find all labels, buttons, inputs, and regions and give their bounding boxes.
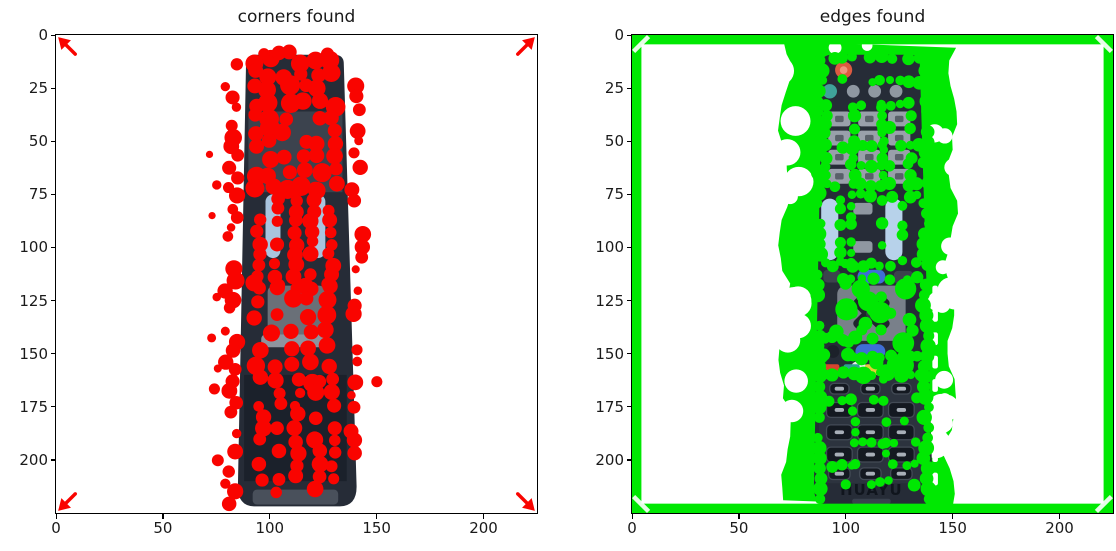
- axes-edges-found: HUAYU: [631, 34, 1114, 514]
- edge-fragments-overlay: [810, 49, 937, 505]
- x-tick-mark: [269, 514, 271, 519]
- y-tick-mark: [627, 87, 632, 89]
- y-tick-label: 200: [19, 450, 48, 469]
- x-tick-label: 150: [362, 519, 391, 537]
- y-tick-mark: [627, 34, 632, 36]
- y-tick-mark: [627, 246, 632, 249]
- model-text-smudge: [852, 498, 891, 504]
- x-tick-mark: [376, 514, 378, 519]
- brand-text: HUAYU: [840, 481, 903, 499]
- corner-arrow-marks: [58, 37, 535, 511]
- corners-found-image: [58, 37, 535, 512]
- y-tick-mark: [51, 87, 56, 89]
- corner-markers-overlay: [205, 44, 383, 512]
- y-tick-mark: [627, 300, 632, 302]
- y-tick-mark: [51, 140, 56, 142]
- y-tick-mark: [51, 459, 56, 461]
- y-tick-label: 25: [28, 79, 48, 98]
- x-tick-label: 200: [469, 519, 498, 537]
- axes-corners-found: [55, 34, 538, 514]
- y-tick-mark: [51, 406, 56, 408]
- x-tick-label: 200: [1045, 519, 1074, 537]
- y-tick-label: 200: [595, 450, 624, 469]
- edge-frame: [632, 35, 1113, 513]
- y-tick-mark: [627, 406, 632, 408]
- edges-found-image: HUAYU: [632, 35, 1113, 513]
- y-tick-mark: [51, 300, 56, 302]
- rocker-key: [885, 198, 903, 261]
- y-tick-mark: [627, 193, 632, 196]
- x-tick-label: 0: [627, 519, 637, 537]
- subplot-title-edges: edges found: [819, 7, 926, 27]
- y-tick-label: 50: [604, 132, 624, 151]
- y-tick-label: 100: [19, 238, 48, 257]
- y-tick-label: 150: [595, 344, 624, 363]
- y-tick-label: 0: [38, 26, 48, 44]
- x-tick-mark: [1059, 514, 1061, 519]
- y-tick-label: 125: [19, 291, 48, 310]
- x-tick-label: 50: [729, 519, 749, 537]
- subplot-title-corners: corners found: [237, 7, 356, 27]
- y-tick-mark: [627, 353, 632, 355]
- frame-corner-gaps: [632, 35, 1113, 513]
- y-tick-mark: [51, 353, 56, 355]
- y-tick-label: 125: [595, 291, 624, 310]
- y-tick-label: 0: [614, 26, 624, 44]
- y-tick-label: 75: [604, 185, 624, 204]
- x-tick-label: 100: [831, 519, 861, 537]
- y-tick-label: 150: [19, 344, 48, 363]
- y-tick-label: 50: [28, 132, 48, 151]
- x-tick-label: 0: [51, 519, 61, 537]
- y-tick-mark: [627, 140, 632, 142]
- y-tick-mark: [51, 34, 56, 36]
- x-tick-mark: [952, 514, 954, 519]
- x-tick-mark: [55, 514, 57, 519]
- y-tick-label: 175: [595, 397, 624, 416]
- x-tick-label: 100: [255, 519, 285, 537]
- y-tick-label: 25: [604, 79, 624, 98]
- x-tick-mark: [162, 514, 164, 519]
- x-tick-mark: [483, 514, 485, 519]
- y-tick-mark: [51, 193, 56, 196]
- y-tick-mark: [627, 459, 632, 461]
- x-tick-label: 50: [153, 519, 173, 537]
- x-tick-mark: [845, 514, 847, 519]
- y-tick-label: 75: [28, 185, 48, 204]
- x-tick-label: 150: [938, 519, 967, 537]
- y-tick-label: 175: [19, 397, 48, 416]
- y-tick-mark: [51, 246, 56, 249]
- x-tick-mark: [631, 514, 633, 519]
- y-tick-label: 100: [595, 238, 624, 257]
- x-tick-mark: [738, 514, 740, 519]
